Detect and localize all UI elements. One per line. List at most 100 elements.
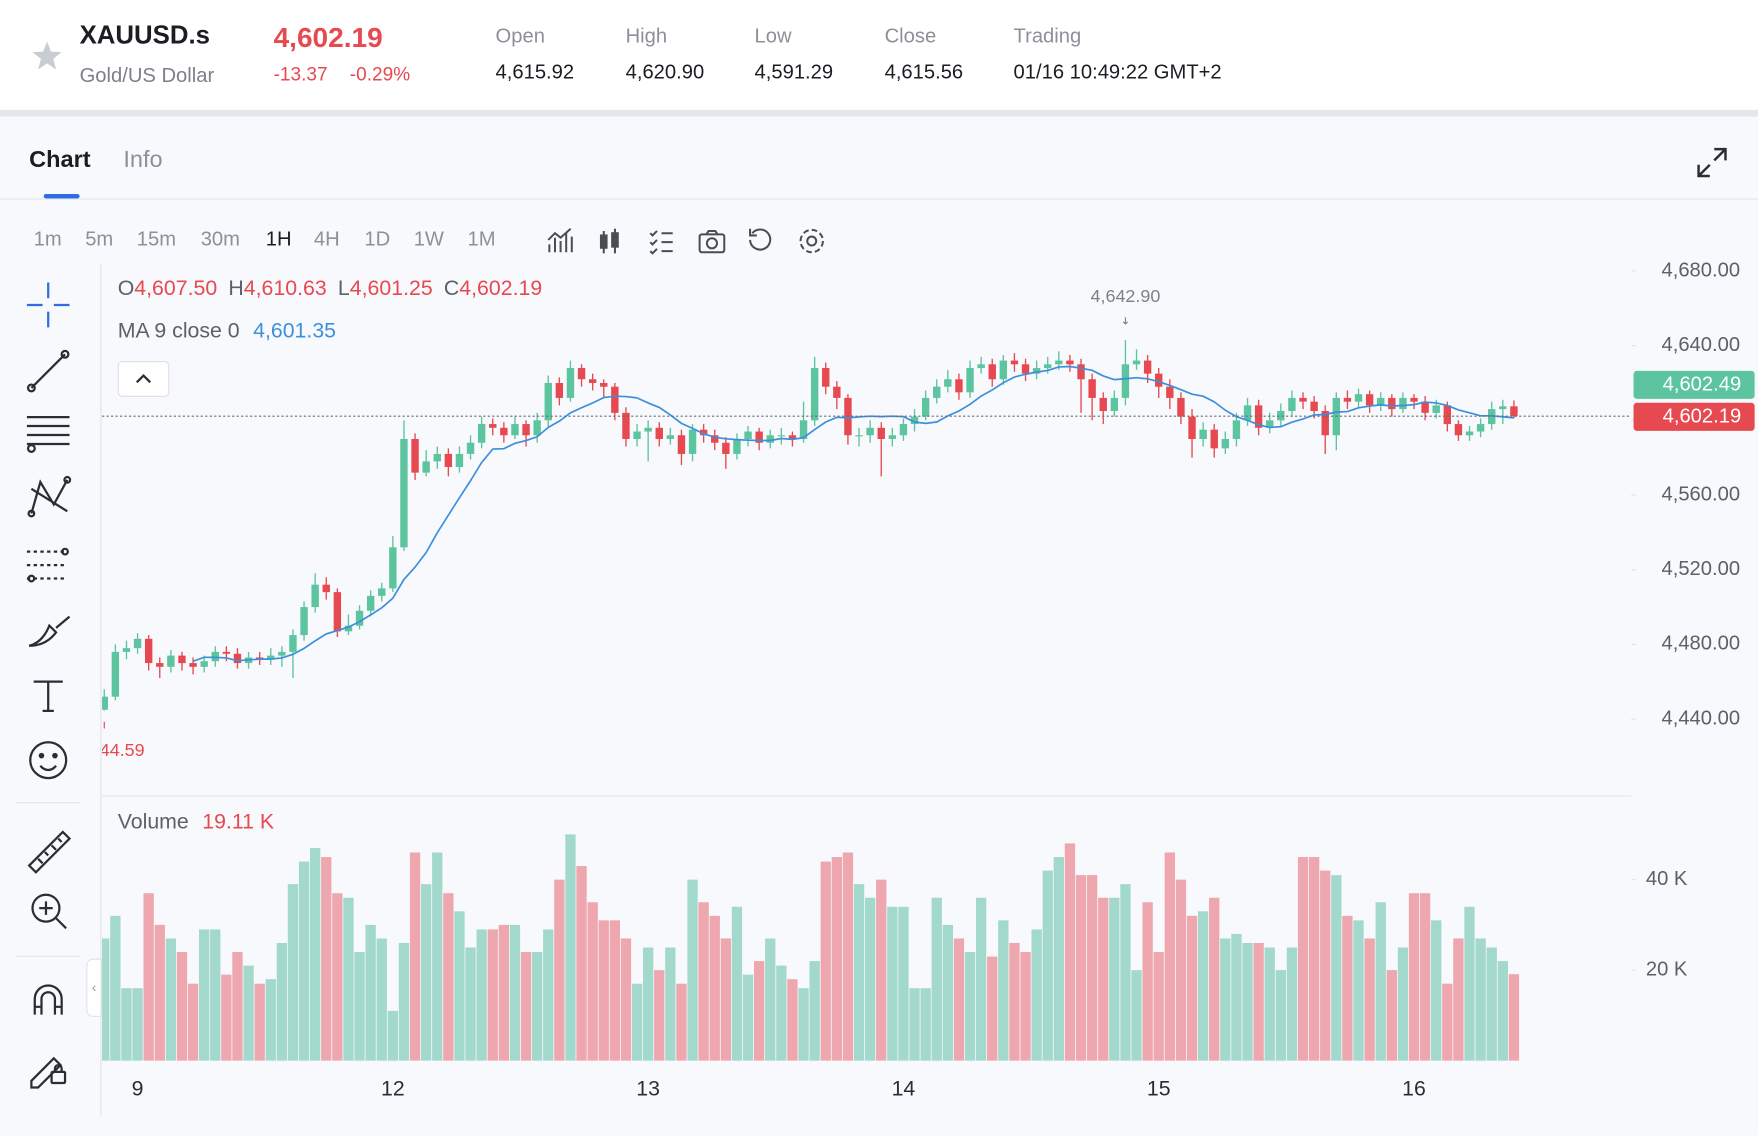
text-tool[interactable] (33, 680, 63, 712)
y-tick-label: 4,440.00 (1662, 707, 1741, 729)
chart-type-button[interactable] (599, 228, 619, 254)
volume-value: 19.11 K (202, 810, 274, 834)
volume-bar (432, 852, 443, 1061)
ruler-tool[interactable] (27, 830, 72, 874)
volume-bar (176, 952, 188, 1061)
candle-body (1354, 394, 1363, 402)
collapse-legend-button[interactable] (117, 361, 170, 397)
candle-body (955, 379, 963, 393)
volume-bar (1053, 857, 1064, 1061)
volume-bar (1431, 920, 1442, 1061)
candle-body (699, 429, 708, 436)
volume-bar (831, 857, 842, 1061)
timeframe-button[interactable]: 1m (33, 227, 62, 251)
timeframe-button[interactable]: 5m (85, 227, 114, 251)
lock-tool[interactable] (30, 1056, 67, 1089)
divider (0, 109, 1758, 117)
timeframe-button[interactable]: 1D (364, 227, 391, 251)
candle-body (1110, 397, 1119, 411)
pattern-tool[interactable] (27, 475, 72, 518)
volume-bar (898, 906, 909, 1061)
candle-body (344, 625, 353, 632)
volume-bar (798, 988, 809, 1061)
volume-bar (776, 965, 787, 1061)
legend-value: 4,607.50 (134, 276, 217, 300)
candle-body (466, 442, 475, 454)
max-arrow (1122, 317, 1129, 325)
volume-bar (1364, 938, 1375, 1061)
timeframe-button[interactable]: 30m (200, 227, 240, 251)
candle-body (477, 424, 486, 443)
legend-value: 4,602.19 (459, 276, 542, 300)
candle-body (921, 397, 930, 417)
timeframe-button[interactable]: 4H (313, 227, 340, 251)
timeframe-button[interactable]: 1H (265, 227, 292, 251)
candle-body (111, 651, 120, 697)
favorite-star[interactable] (31, 40, 62, 71)
volume-bar (1342, 915, 1353, 1061)
candle-body (1288, 397, 1296, 411)
volume-bar (1253, 942, 1264, 1061)
indicators-button[interactable] (547, 227, 573, 253)
fullscreen-button[interactable] (1695, 146, 1729, 180)
candle-body (144, 638, 153, 664)
tab[interactable]: Info (123, 146, 163, 173)
timeframe-button[interactable]: 1M (467, 227, 496, 251)
y-tick-label: 4,520.00 (1662, 558, 1741, 580)
volume-bar (1220, 938, 1231, 1061)
settings-button[interactable] (799, 228, 824, 254)
trend-line-tool[interactable] (26, 349, 70, 393)
volume-bar (942, 924, 953, 1061)
chart-toolbar (547, 227, 824, 255)
candle-body (489, 424, 497, 428)
volume-bar (709, 915, 720, 1061)
timeframe-button[interactable]: 15m (136, 227, 177, 251)
volume-bar (876, 879, 887, 1061)
candle-body (877, 427, 885, 440)
candle-body (577, 368, 586, 380)
volume-bar (842, 852, 854, 1061)
change-pct: -0.29% (349, 63, 411, 86)
volume-bar (987, 956, 998, 1061)
volume-bar (409, 852, 421, 1061)
volume-bar (465, 947, 476, 1061)
volume-bar (332, 893, 343, 1061)
crosshair-tool[interactable] (26, 282, 70, 328)
volume-bar (132, 988, 143, 1061)
watchlist-button[interactable] (649, 230, 673, 255)
volume-bar (909, 988, 920, 1061)
volume-bar (554, 879, 565, 1061)
fib-tool[interactable] (26, 415, 70, 453)
zoom-tool[interactable] (31, 893, 67, 930)
timeframe-button[interactable]: 1W (413, 227, 444, 251)
emoji-tool[interactable] (29, 741, 68, 780)
stat-value: 4,615.92 (495, 60, 575, 83)
volume-bar (620, 938, 632, 1061)
volume-tick-label: 40 K (1646, 868, 1688, 890)
candle-body (744, 431, 752, 440)
brush-tool[interactable] (28, 615, 71, 647)
volume-bar (387, 1010, 399, 1061)
stat-value: 4,615.56 (884, 60, 964, 83)
volume-bar (1508, 974, 1520, 1061)
tab[interactable]: Chart (29, 146, 91, 173)
candle-body (444, 453, 453, 468)
snapshot-button[interactable] (698, 229, 726, 254)
candle-body (1077, 364, 1085, 380)
candle-body (588, 379, 597, 383)
candle-body (400, 439, 408, 548)
candle-body (455, 453, 464, 468)
magnet-tool[interactable] (33, 984, 63, 1015)
volume-bar (765, 938, 776, 1061)
candle-body (411, 439, 419, 473)
candle-body (822, 368, 830, 387)
reset-button[interactable] (749, 228, 772, 251)
candle-body (666, 435, 675, 440)
candle-body (122, 648, 131, 652)
candle-body (688, 429, 697, 454)
volume-bar (920, 988, 931, 1061)
stat-label: Trading (1013, 24, 1082, 48)
candle-body (677, 435, 686, 454)
volume-bar (1086, 875, 1098, 1061)
candle-body (233, 653, 242, 664)
